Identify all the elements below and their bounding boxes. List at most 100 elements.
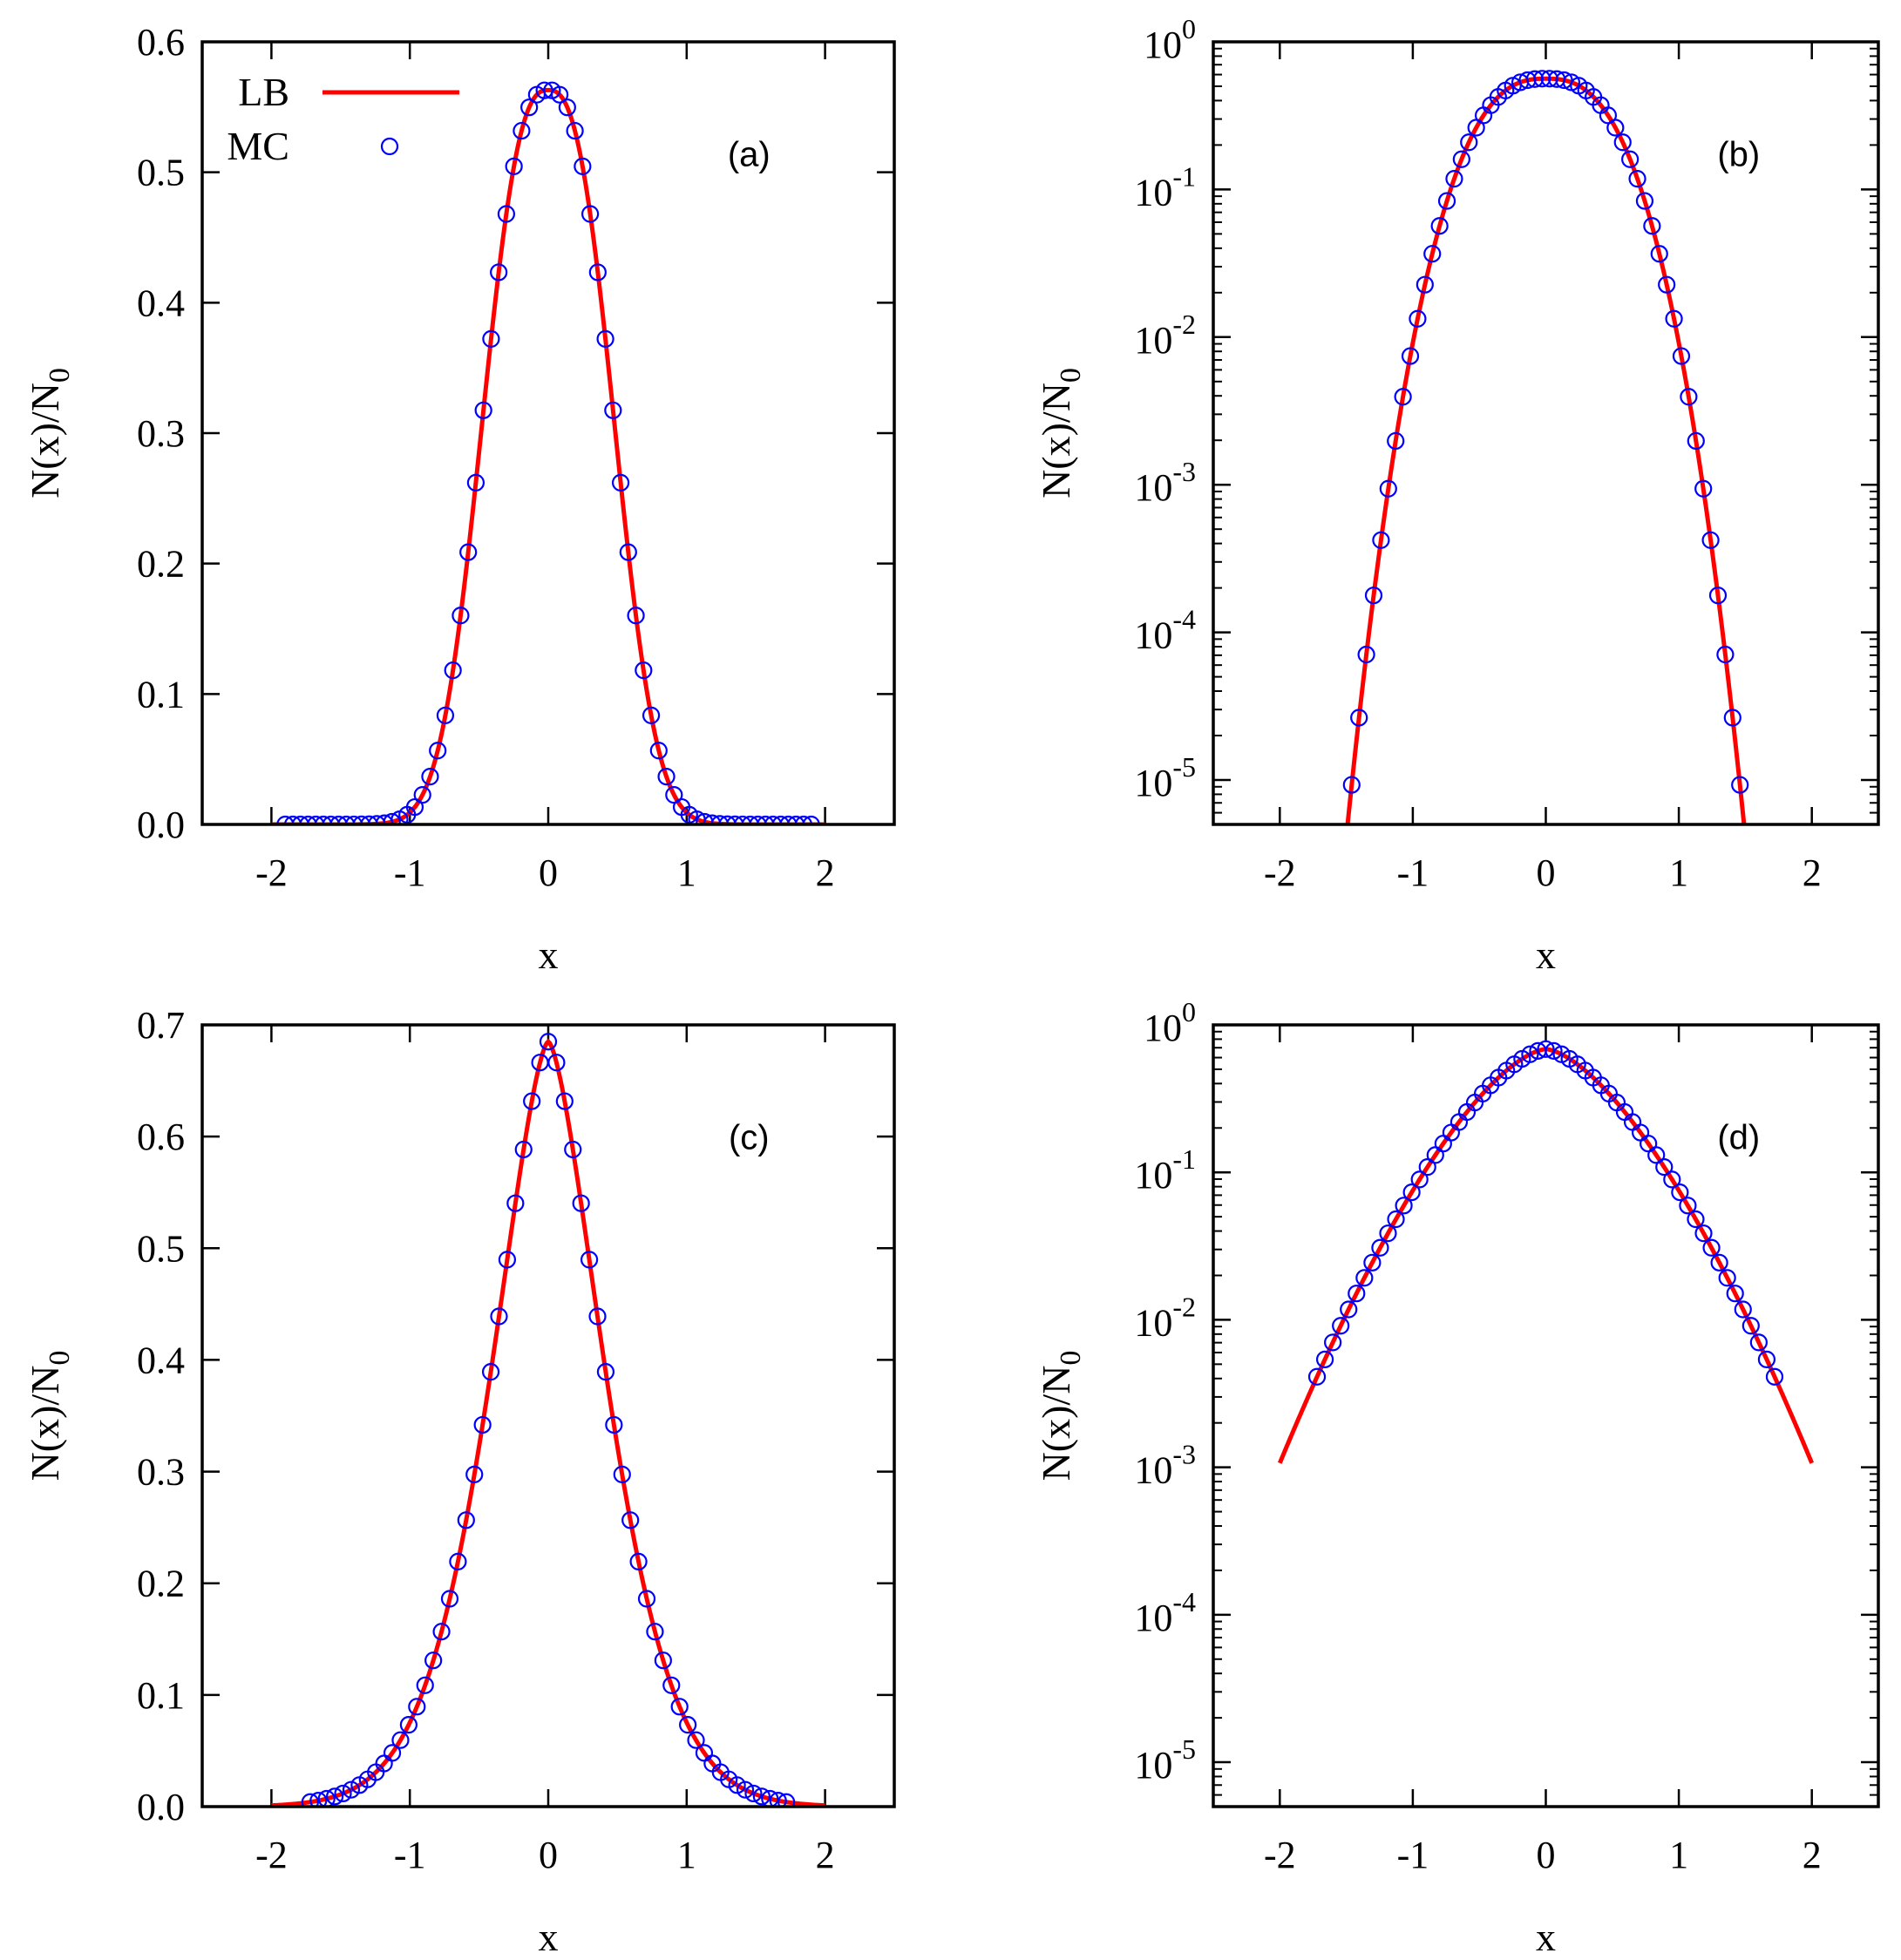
y-tick-base: 10: [1134, 1449, 1172, 1492]
x-tick-label: -2: [255, 851, 288, 894]
mc-point: [619, 543, 637, 561]
y-tick-label: 0.3: [137, 412, 185, 455]
x-tick-label: 0: [539, 1834, 558, 1876]
y-tick-label: 10-1: [1134, 1143, 1196, 1197]
y-tick-label: 0.2: [137, 543, 185, 586]
mc-point: [1757, 1350, 1776, 1368]
mc-point: [291, 815, 309, 824]
mc-point: [1307, 1367, 1327, 1386]
y-tick-base: 10: [1134, 1301, 1172, 1344]
plot-area: [1342, 70, 1749, 824]
mc-point: [1423, 245, 1442, 263]
mc-point: [1340, 1300, 1358, 1319]
legend-label: LB: [238, 70, 289, 114]
y-tick-exponent: -5: [1172, 751, 1196, 783]
mc-point: [1621, 150, 1640, 168]
y-tick-label: 10-3: [1134, 1439, 1196, 1492]
y-tick-exponent: -3: [1172, 456, 1196, 487]
y-tick-label: 0.0: [137, 804, 185, 846]
mc-point: [301, 1793, 319, 1807]
mc-point: [514, 1140, 533, 1159]
mc-point: [1687, 1210, 1705, 1229]
x-axis-title: x: [1536, 1915, 1556, 1959]
mc-point: [1672, 347, 1691, 365]
mc-point: [1606, 119, 1625, 137]
y-tick-exponent: -2: [1172, 1291, 1196, 1322]
y-tick-exponent: -2: [1172, 309, 1196, 340]
mc-point: [1708, 587, 1728, 605]
y-tick-base: 10: [1144, 24, 1182, 66]
y-tick-label: 0.4: [137, 281, 185, 324]
x-tick-label: 2: [1803, 851, 1822, 894]
x-axis-title: x: [539, 933, 559, 977]
mc-point: [637, 1590, 656, 1608]
y-tick-label: 10-4: [1134, 1586, 1196, 1639]
mc-point: [558, 98, 576, 117]
y-tick-exponent: -1: [1172, 160, 1196, 192]
mc-point: [1363, 1253, 1382, 1272]
lb-curve: [271, 87, 825, 824]
x-tick-label: -1: [394, 851, 426, 894]
y-tick-label: 0.6: [137, 21, 185, 64]
y-tick-label: 0.2: [137, 1563, 185, 1605]
y-tick-exponent: -1: [1172, 1143, 1196, 1175]
y-tick-base: 10: [1134, 319, 1172, 362]
mc-point: [1765, 1367, 1784, 1386]
mc-point: [728, 1776, 746, 1794]
mc-point: [490, 1307, 508, 1326]
mc-point: [1315, 1350, 1334, 1368]
mc-point: [1379, 1224, 1397, 1243]
mc-point: [1701, 531, 1720, 549]
mc-point: [604, 401, 622, 419]
mc-point: [1628, 170, 1646, 188]
x-tick-label: 1: [1669, 1834, 1688, 1876]
y-tick-label: 10-5: [1134, 751, 1196, 804]
mc-point: [383, 812, 401, 824]
mc-point: [1437, 192, 1456, 210]
plot-area: [1277, 1040, 1815, 1464]
y-axis-title-subscript: 0: [1055, 368, 1087, 383]
x-tick-label: -2: [255, 1834, 288, 1876]
mc-point: [474, 401, 492, 419]
y-tick-label: 0.7: [137, 1004, 185, 1047]
mc-point: [777, 1793, 796, 1807]
plot-frame: [1212, 40, 1880, 826]
y-axis-title-main: N(x)/N: [1034, 1366, 1078, 1482]
x-tick-label: -1: [1397, 1834, 1429, 1876]
mc-point: [1350, 709, 1368, 727]
mc-point: [1734, 1300, 1752, 1319]
mc-point: [1613, 133, 1632, 152]
mc-point: [1694, 479, 1713, 498]
mc-point: [1635, 192, 1654, 210]
mc-point: [391, 1731, 410, 1749]
mc-point: [1430, 217, 1449, 235]
y-tick-base: 10: [1134, 1744, 1172, 1787]
mc-point: [451, 607, 470, 625]
mc-point: [506, 1194, 525, 1212]
y-tick-base: 10: [1134, 466, 1172, 509]
mc-point: [605, 1415, 623, 1434]
lb-curve: [1277, 1047, 1815, 1464]
mc-point: [520, 98, 539, 117]
panel-label: (d): [1717, 1118, 1760, 1156]
mc-point: [513, 121, 531, 140]
mc-point: [1665, 309, 1683, 328]
mc-point: [1394, 388, 1412, 406]
mc-point: [1372, 531, 1390, 549]
mc-point: [611, 473, 630, 492]
mc-point: [670, 1698, 689, 1716]
mc-point: [465, 1465, 484, 1483]
x-tick-label: 1: [677, 851, 696, 894]
mc-point: [1731, 776, 1749, 794]
legend-label: MC: [227, 124, 289, 168]
x-tick-label: 2: [1803, 1834, 1822, 1876]
mc-point: [342, 1780, 361, 1799]
y-tick-exponent: 0: [1182, 13, 1196, 44]
mc-point: [505, 157, 523, 175]
mc-point: [497, 205, 515, 223]
plot-area: [271, 81, 825, 824]
mc-point: [1402, 1183, 1421, 1202]
chart-panel-c: -2 -1 0 1 20.00.10.20.30.40.50.60.7xN(x)/N0(…: [23, 1004, 896, 1959]
x-tick-label: -2: [1264, 851, 1296, 894]
